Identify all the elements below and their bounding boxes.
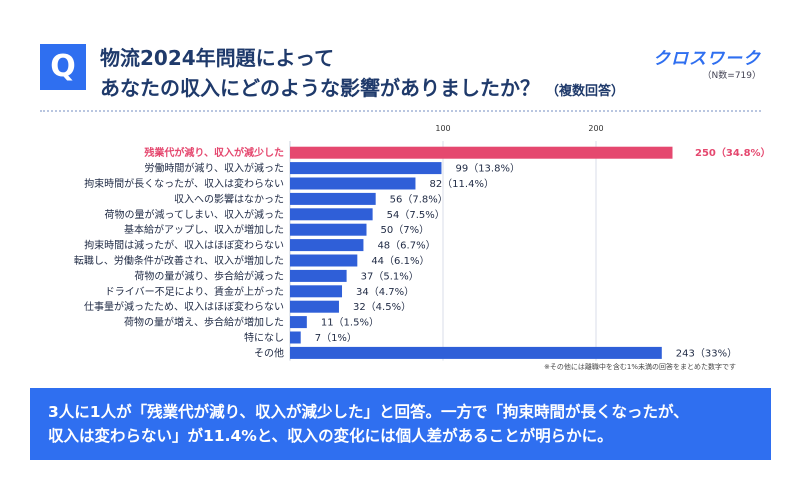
- data-label: 243（33%）: [676, 347, 737, 359]
- data-label: 11（1.5%）: [321, 317, 379, 329]
- data-label: 56（7.8%）: [390, 193, 448, 205]
- data-label: 32（4.5%）: [353, 301, 411, 313]
- category-label: 荷物の量が減り、歩合給が減った: [134, 269, 284, 282]
- bar: [290, 254, 358, 267]
- bar: [290, 162, 442, 175]
- bar: [290, 269, 347, 282]
- title-line-2: あなたの収入にどのような影響がありましたか？ （複数回答）: [100, 72, 624, 101]
- bar: [290, 177, 416, 190]
- data-label: 99（13.8%）: [455, 163, 519, 175]
- category-label: 拘束時間が長くなったが、収入は変わらない: [84, 177, 284, 190]
- category-label: 荷物の量が減ってしまい、収入が減った: [105, 208, 285, 221]
- bar: [290, 316, 307, 329]
- category-label: ドライバー不足により、賃金が上がった: [105, 285, 284, 298]
- bar: [290, 223, 367, 236]
- question-badge: Q: [40, 44, 86, 90]
- category-label: 労働時間が減り、収入が減った: [144, 162, 284, 175]
- title-line-1: 物流2024年問題によって: [100, 46, 335, 70]
- bar: [290, 146, 673, 159]
- title-line-2-text: あなたの収入にどのような影響がありましたか？: [100, 76, 540, 100]
- category-label: 収入への影響はなかった: [174, 192, 284, 205]
- bar: [290, 208, 373, 221]
- data-label: 54（7.5%）: [387, 209, 445, 221]
- summary-line-1: 3人に1人が「残業代が減り、収入が減少した」と回答。一方で「拘束時間が長くなった…: [48, 403, 689, 421]
- bar: [290, 285, 343, 298]
- summary-line-2: 収入は変わらない」が11.4%と、収入の変化には個人差があることが明らかに。: [48, 427, 613, 445]
- summary-box: 3人に1人が「残業代が減り、収入が減少した」と回答。一方で「拘束時間が長くなった…: [30, 388, 771, 460]
- bar: [290, 331, 301, 344]
- bar: [290, 192, 376, 205]
- category-label: 仕事量が減ったため、収入はほぼ変わらない: [84, 300, 284, 313]
- bar: [290, 300, 339, 313]
- data-label: 7（1%）: [315, 332, 357, 344]
- divider: [40, 110, 761, 112]
- data-label: 250（34.8%）: [695, 146, 771, 159]
- category-label: 荷物の量が増え、歩合給が増加した: [124, 316, 284, 329]
- category-label: 特になし: [244, 332, 284, 344]
- sample-size: （N数=719）: [702, 71, 761, 81]
- bar: [290, 346, 662, 359]
- brand-logo: クロスワーク: [653, 49, 761, 69]
- data-label: 48（6.7%）: [377, 240, 435, 252]
- category-label: その他: [254, 346, 284, 359]
- data-label: 50（7%）: [381, 224, 430, 236]
- x-tick-label: 100: [435, 124, 450, 133]
- category-label: 基本給がアップし、収入が増加した: [124, 223, 284, 236]
- data-label: 34（4.7%）: [356, 286, 414, 298]
- category-label: 残業代が減り、収入が減少した: [144, 146, 284, 159]
- footnote: ※その他には離職中を含む1%未満の回答をまとめた数字です: [544, 363, 736, 371]
- data-label: 37（5.1%）: [361, 270, 419, 282]
- category-label: 転職し、労働条件が改善され、収入が増加した: [74, 254, 284, 267]
- x-tick-label: 200: [588, 124, 603, 133]
- data-label: 44（6.1%）: [371, 255, 429, 267]
- category-label: 拘束時間は減ったが、収入はほぼ変わらない: [84, 239, 284, 252]
- title-note: （複数回答）: [546, 84, 625, 99]
- bar: [290, 239, 364, 252]
- data-label: 82（11.4%）: [429, 178, 494, 190]
